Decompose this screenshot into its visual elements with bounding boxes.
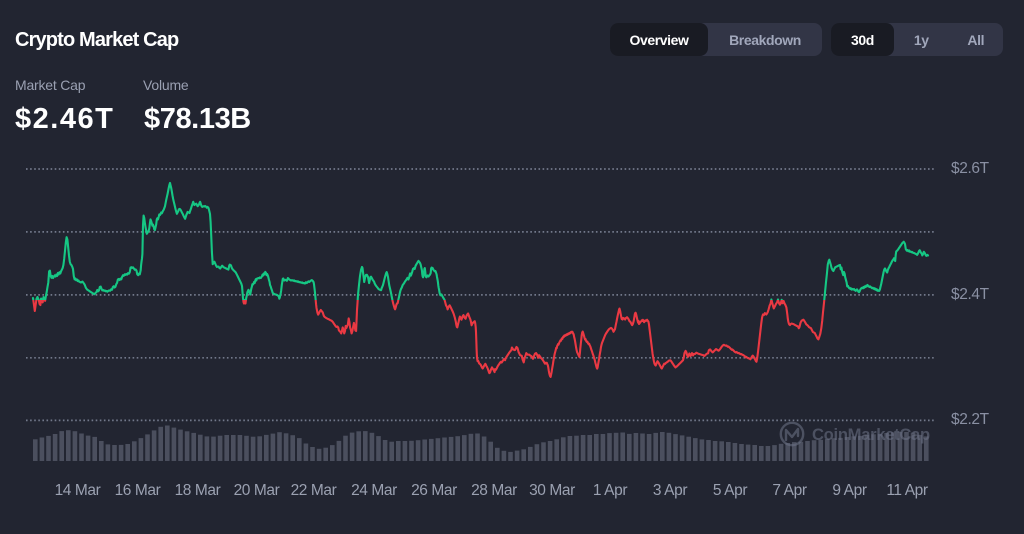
svg-text:CoinMarketCap: CoinMarketCap — [812, 425, 930, 444]
